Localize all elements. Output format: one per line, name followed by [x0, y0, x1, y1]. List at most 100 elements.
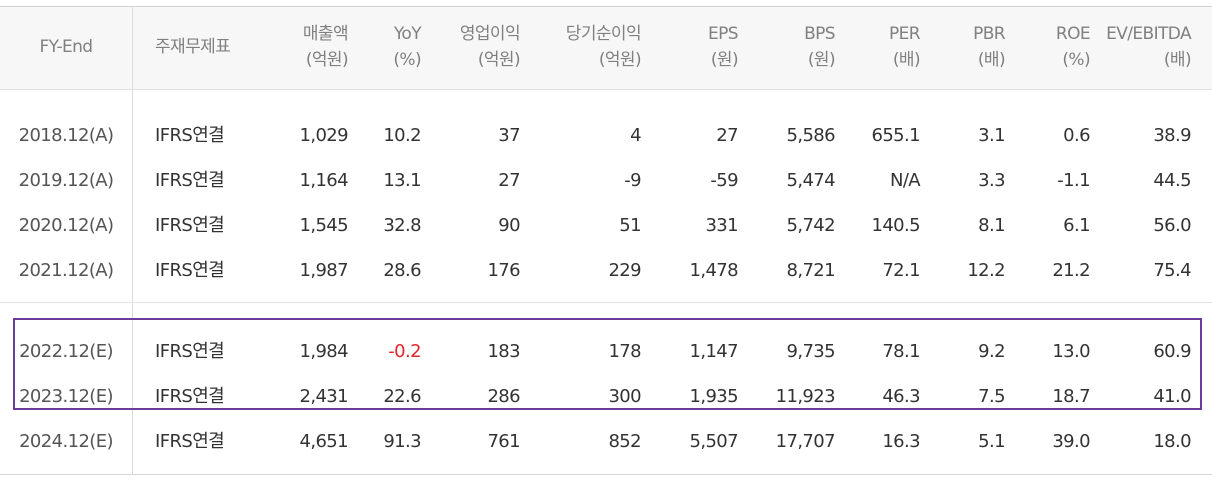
- cell-pbr: 3.1: [978, 125, 1005, 146]
- cell-ev-ebitda: 41.0: [1153, 386, 1191, 407]
- cell-net-income: 51: [619, 215, 641, 236]
- header-fy-end: FY-End: [6, 34, 126, 60]
- cell-net-income: 4: [630, 125, 641, 146]
- cell-yoy: 10.2: [383, 125, 421, 146]
- cell-eps: 1,478: [689, 260, 738, 281]
- header-pbr: PBR (배): [973, 21, 1006, 73]
- cell-fy-end: 2021.12(A): [18, 260, 114, 281]
- cell-fy-end: 2022.12(E): [19, 341, 113, 362]
- cell-operating-income: 27: [498, 170, 520, 191]
- header-label: PBR: [973, 24, 1006, 44]
- cell-sales: 2,431: [299, 386, 348, 407]
- header-unit: (배): [1163, 50, 1192, 70]
- cell-fy-end: 2023.12(E): [19, 386, 113, 407]
- cell-sales: 4,651: [299, 431, 348, 452]
- header-unit: (억원): [305, 50, 349, 70]
- header-basis: 주재무제표: [155, 34, 231, 60]
- header-label: EV/EBITDA: [1106, 24, 1192, 44]
- table-header: [0, 6, 1212, 90]
- cell-bps: 5,586: [786, 125, 835, 146]
- header-label: FY-End: [39, 37, 94, 57]
- cell-net-income: 229: [608, 260, 641, 281]
- highlight-box: [13, 318, 1202, 410]
- cell-roe: 0.6: [1063, 125, 1090, 146]
- row-group-separator: [0, 302, 1212, 303]
- cell-yoy: 32.8: [383, 215, 421, 236]
- cell-sales: 1,164: [299, 170, 348, 191]
- cell-roe: -1.1: [1057, 170, 1090, 191]
- cell-per: 140.5: [871, 215, 920, 236]
- cell-operating-income: 183: [487, 341, 520, 362]
- header-label: 당기순이익: [565, 24, 642, 44]
- cell-per: 78.1: [882, 341, 920, 362]
- cell-sales: 1,984: [299, 341, 348, 362]
- header-unit: (배): [977, 50, 1006, 70]
- cell-roe: 6.1: [1063, 215, 1090, 236]
- cell-basis: IFRS연결: [155, 260, 225, 281]
- cell-roe: 21.2: [1052, 260, 1090, 281]
- cell-basis: IFRS연결: [155, 125, 225, 146]
- cell-eps: 27: [716, 125, 738, 146]
- cell-basis: IFRS연결: [155, 215, 225, 236]
- cell-pbr: 5.1: [978, 431, 1005, 452]
- cell-bps: 9,735: [786, 341, 835, 362]
- cell-operating-income: 37: [498, 125, 520, 146]
- header-sales: 매출액 (억원): [302, 21, 349, 73]
- cell-yoy: 22.6: [383, 386, 421, 407]
- cell-roe: 13.0: [1052, 341, 1090, 362]
- cell-yoy: 91.3: [383, 431, 421, 452]
- header-net-income: 당기순이익 (억원): [565, 21, 642, 73]
- header-unit: (%): [393, 50, 421, 70]
- cell-bps: 5,742: [786, 215, 835, 236]
- header-eps: EPS (원): [708, 21, 739, 73]
- cell-net-income: -9: [624, 170, 641, 191]
- cell-bps: 5,474: [786, 170, 835, 191]
- cell-fy-end: 2019.12(A): [18, 170, 114, 191]
- header-unit: (원): [710, 50, 739, 70]
- header-label: YoY: [393, 24, 422, 44]
- column-divider: [132, 6, 133, 475]
- cell-roe: 18.7: [1052, 386, 1090, 407]
- cell-per: N/A: [889, 170, 921, 191]
- cell-yoy: -0.2: [388, 341, 421, 362]
- cell-fy-end: 2018.12(A): [18, 125, 114, 146]
- header-label: 매출액: [302, 24, 349, 44]
- header-yoy: YoY (%): [393, 21, 421, 73]
- cell-net-income: 852: [608, 431, 641, 452]
- cell-sales: 1,545: [299, 215, 348, 236]
- cell-bps: 11,923: [775, 386, 836, 407]
- cell-eps: 1,147: [689, 341, 738, 362]
- cell-sales: 1,987: [299, 260, 348, 281]
- header-unit: (억원): [598, 50, 642, 70]
- cell-eps: 1,935: [689, 386, 738, 407]
- cell-basis: IFRS연결: [155, 386, 225, 407]
- cell-eps: 331: [705, 215, 738, 236]
- cell-basis: IFRS연결: [155, 341, 225, 362]
- header-operating-income: 영업이익 (억원): [460, 21, 521, 73]
- cell-pbr: 7.5: [978, 386, 1005, 407]
- table-bottom-border: [0, 474, 1212, 475]
- cell-per: 16.3: [882, 431, 920, 452]
- cell-operating-income: 286: [487, 386, 520, 407]
- cell-fy-end: 2020.12(A): [18, 215, 114, 236]
- cell-yoy: 28.6: [383, 260, 421, 281]
- cell-net-income: 178: [608, 341, 641, 362]
- cell-ev-ebitda: 18.0: [1153, 431, 1191, 452]
- cell-pbr: 9.2: [978, 341, 1005, 362]
- cell-ev-ebitda: 38.9: [1153, 125, 1191, 146]
- cell-pbr: 3.3: [978, 170, 1005, 191]
- cell-eps: -59: [710, 170, 738, 191]
- cell-ev-ebitda: 56.0: [1153, 215, 1191, 236]
- header-roe: ROE (%): [1055, 21, 1091, 73]
- cell-roe: 39.0: [1052, 431, 1090, 452]
- header-per: PER (배): [888, 21, 921, 73]
- header-ev-ebitda: EV/EBITDA (배): [1106, 21, 1192, 73]
- header-label: PER: [888, 24, 921, 44]
- cell-ev-ebitda: 75.4: [1153, 260, 1191, 281]
- header-label: ROE: [1055, 24, 1091, 44]
- cell-basis: IFRS연결: [155, 431, 225, 452]
- cell-sales: 1,029: [299, 125, 348, 146]
- header-label: EPS: [708, 24, 739, 44]
- cell-basis: IFRS연결: [155, 170, 225, 191]
- header-label: BPS: [804, 24, 836, 44]
